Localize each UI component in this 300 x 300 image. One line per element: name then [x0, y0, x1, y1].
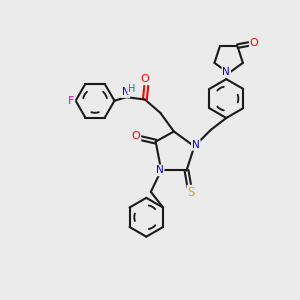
Text: F: F — [68, 96, 74, 106]
Text: O: O — [132, 131, 140, 141]
Text: H: H — [128, 84, 136, 94]
Text: N: N — [222, 67, 230, 77]
Text: N: N — [156, 165, 164, 176]
Text: O: O — [250, 38, 259, 48]
Text: N: N — [192, 140, 200, 150]
Text: N: N — [122, 87, 129, 97]
Text: O: O — [140, 74, 149, 84]
Text: S: S — [188, 186, 195, 199]
